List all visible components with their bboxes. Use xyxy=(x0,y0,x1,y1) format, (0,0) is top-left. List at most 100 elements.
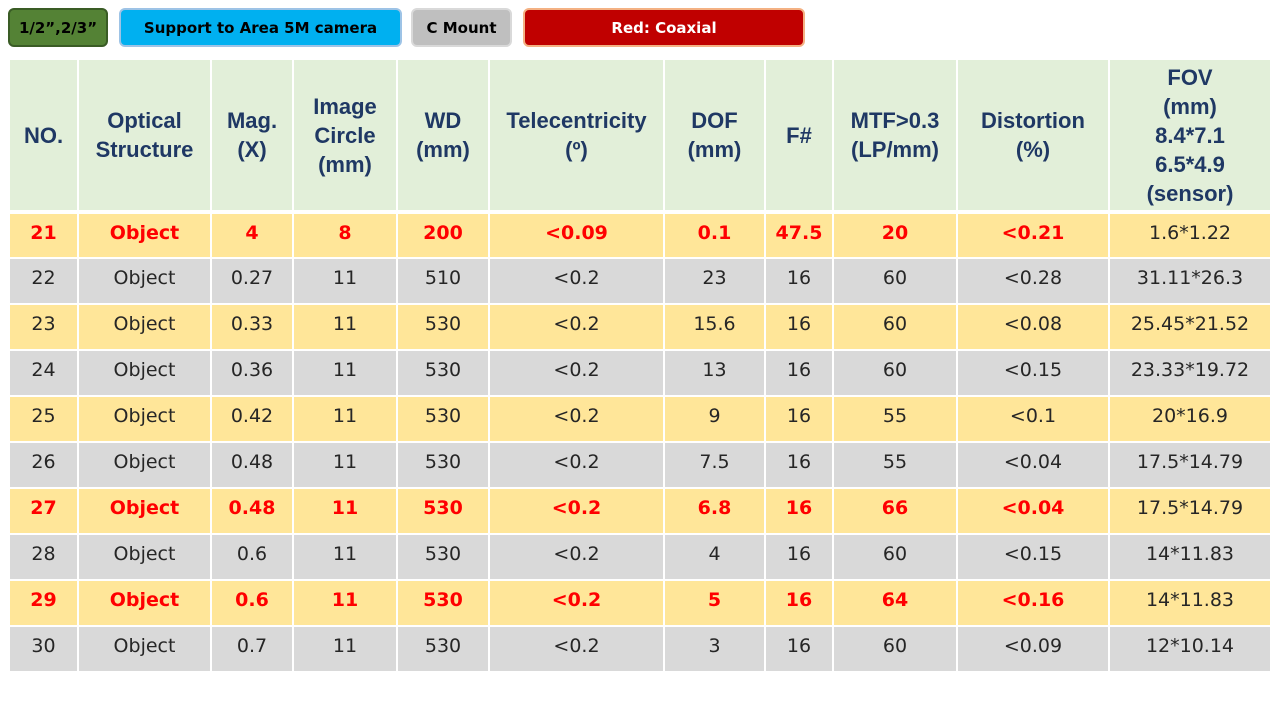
cell-telecentricity: <0.2 xyxy=(488,257,665,305)
header-working-distance: WD (mm) xyxy=(396,58,490,213)
cell-optical-structure: Object xyxy=(77,533,212,581)
table-row: 21 Object 4 8 200 <0.09 0.1 47.5 20 <0.21 1.6*1.22 xyxy=(8,210,1272,259)
header-fov: FOV (mm) 8.4*7.1 6.5*4.9 (sensor) xyxy=(1108,58,1272,213)
table-row: 24 Object 0.36 11 530 <0.2 13 16 60 <0.15 23.33*19… xyxy=(8,349,1272,397)
cell-mtf: 60 xyxy=(832,349,958,397)
cell-magnification: 0.36 xyxy=(210,349,294,397)
cell-f-number: 47.5 xyxy=(764,210,834,259)
cell-telecentricity: <0.2 xyxy=(488,579,665,627)
cell-dof: 0.1 xyxy=(663,210,766,259)
cell-mtf: 66 xyxy=(832,487,958,535)
cell-image-circle: 11 xyxy=(292,257,398,305)
cell-fov: 20*16.9 xyxy=(1108,395,1272,443)
lens-spec-table: NO. Optical Structure Mag. (X) Image Cir… xyxy=(8,58,1272,673)
table-row: 23 Object 0.33 11 530 <0.2 15.6 16 60 <0.08 25.45*… xyxy=(8,303,1272,351)
table-row: 27 Object 0.48 11 530 <0.2 6.8 16 66 <0.04 17.5*14… xyxy=(8,487,1272,535)
cell-mtf: 55 xyxy=(832,395,958,443)
cell-dof: 23 xyxy=(663,257,766,305)
table-row: 22 Object 0.27 11 510 <0.2 23 16 60 <0.28 31.11*26… xyxy=(8,257,1272,305)
cell-dof: 6.8 xyxy=(663,487,766,535)
cell-working-distance: 530 xyxy=(396,625,490,673)
cell-working-distance: 530 xyxy=(396,579,490,627)
cell-distortion: <0.09 xyxy=(956,625,1110,673)
cell-image-circle: 11 xyxy=(292,349,398,397)
cell-optical-structure: Object xyxy=(77,625,212,673)
header-telecentricity: Telecentricity (º) xyxy=(488,58,665,213)
cell-f-number: 16 xyxy=(764,441,834,489)
cell-f-number: 16 xyxy=(764,395,834,443)
cell-telecentricity: <0.2 xyxy=(488,625,665,673)
coaxial-legend-tag: Red: Coaxial xyxy=(523,8,805,47)
cell-optical-structure: Object xyxy=(77,349,212,397)
cell-distortion: <0.04 xyxy=(956,441,1110,489)
lens-spec-table-container: NO. Optical Structure Mag. (X) Image Cir… xyxy=(8,58,1272,673)
cell-optical-structure: Object xyxy=(77,487,212,535)
cell-no: 23 xyxy=(8,303,79,351)
cell-optical-structure: Object xyxy=(77,210,212,259)
cell-optical-structure: Object xyxy=(77,257,212,305)
cell-telecentricity: <0.2 xyxy=(488,395,665,443)
cell-f-number: 16 xyxy=(764,303,834,351)
cell-magnification: 0.48 xyxy=(210,487,294,535)
cell-working-distance: 510 xyxy=(396,257,490,305)
header-optical-structure: Optical Structure xyxy=(77,58,212,213)
cell-distortion: <0.15 xyxy=(956,533,1110,581)
cell-dof: 4 xyxy=(663,533,766,581)
cell-image-circle: 11 xyxy=(292,487,398,535)
cell-distortion: <0.16 xyxy=(956,579,1110,627)
header-mtf: MTF>0.3 (LP/mm) xyxy=(832,58,958,213)
cell-dof: 7.5 xyxy=(663,441,766,489)
cell-magnification: 0.7 xyxy=(210,625,294,673)
header-dof: DOF (mm) xyxy=(663,58,766,213)
sensor-size-tag: 1/2”,2/3” xyxy=(8,8,108,47)
cell-fov: 25.45*21.52 xyxy=(1108,303,1272,351)
cell-f-number: 16 xyxy=(764,625,834,673)
table-body: 21 Object 4 8 200 <0.09 0.1 47.5 20 <0.21 1.6*1.22… xyxy=(8,210,1272,673)
cell-optical-structure: Object xyxy=(77,395,212,443)
cell-no: 25 xyxy=(8,395,79,443)
cell-working-distance: 530 xyxy=(396,349,490,397)
table-row: 25 Object 0.42 11 530 <0.2 9 16 55 <0.1 20*16.9 xyxy=(8,395,1272,443)
mount-tag: C Mount xyxy=(411,8,512,47)
cell-mtf: 64 xyxy=(832,579,958,627)
cell-optical-structure: Object xyxy=(77,579,212,627)
cell-fov: 14*11.83 xyxy=(1108,579,1272,627)
header-no: NO. xyxy=(8,58,79,213)
cell-image-circle: 11 xyxy=(292,533,398,581)
cell-f-number: 16 xyxy=(764,533,834,581)
cell-mtf: 55 xyxy=(832,441,958,489)
cell-no: 24 xyxy=(8,349,79,397)
cell-magnification: 0.33 xyxy=(210,303,294,351)
header-distortion: Distortion (%) xyxy=(956,58,1110,213)
cell-image-circle: 11 xyxy=(292,579,398,627)
header-f-number: F# xyxy=(764,58,834,213)
header-image-circle: Image Circle (mm) xyxy=(292,58,398,213)
cell-fov: 17.5*14.79 xyxy=(1108,441,1272,489)
table-header-row: NO. Optical Structure Mag. (X) Image Cir… xyxy=(8,58,1272,213)
table-row: 28 Object 0.6 11 530 <0.2 4 16 60 <0.15 14*11.83 xyxy=(8,533,1272,581)
cell-f-number: 16 xyxy=(764,349,834,397)
table-row: 30 Object 0.7 11 530 <0.2 3 16 60 <0.09 12*10.14 xyxy=(8,625,1272,673)
cell-mtf: 60 xyxy=(832,257,958,305)
cell-distortion: <0.04 xyxy=(956,487,1110,535)
cell-no: 21 xyxy=(8,210,79,259)
cell-telecentricity: <0.09 xyxy=(488,210,665,259)
cell-distortion: <0.1 xyxy=(956,395,1110,443)
cell-dof: 13 xyxy=(663,349,766,397)
cell-working-distance: 530 xyxy=(396,441,490,489)
cell-image-circle: 11 xyxy=(292,625,398,673)
cell-distortion: <0.28 xyxy=(956,257,1110,305)
cell-no: 28 xyxy=(8,533,79,581)
cell-no: 29 xyxy=(8,579,79,627)
cell-telecentricity: <0.2 xyxy=(488,487,665,535)
cell-f-number: 16 xyxy=(764,257,834,305)
cell-mtf: 20 xyxy=(832,210,958,259)
cell-image-circle: 11 xyxy=(292,303,398,351)
cell-image-circle: 11 xyxy=(292,395,398,443)
cell-image-circle: 8 xyxy=(292,210,398,259)
cell-telecentricity: <0.2 xyxy=(488,441,665,489)
cell-magnification: 0.42 xyxy=(210,395,294,443)
cell-f-number: 16 xyxy=(764,487,834,535)
cell-dof: 9 xyxy=(663,395,766,443)
cell-dof: 5 xyxy=(663,579,766,627)
